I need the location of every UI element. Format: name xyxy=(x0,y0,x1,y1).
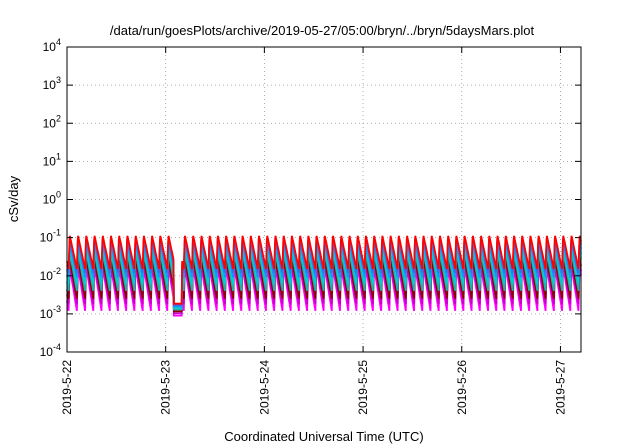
y-tick-label: 10-4 xyxy=(40,342,61,359)
x-axis-label: Coordinated Universal Time (UTC) xyxy=(224,429,423,444)
series-layer xyxy=(66,235,582,317)
y-tick-label: 103 xyxy=(43,75,61,92)
y-tick-label: 10-2 xyxy=(40,266,61,283)
series-line-7 xyxy=(66,235,582,305)
y-tick-label: 10-1 xyxy=(40,228,61,245)
x-tick-label: 2019-5-25 xyxy=(356,360,370,415)
y-axis-label: cSv/day xyxy=(6,175,21,222)
x-tick-label: 2019-5-27 xyxy=(553,360,567,415)
x-tick-label: 2019-5-26 xyxy=(455,360,469,415)
x-tick-label: 2019-5-22 xyxy=(60,360,74,415)
y-tick-label: 104 xyxy=(43,37,61,54)
y-tick-label: 100 xyxy=(43,190,61,207)
y-tick-label: 101 xyxy=(43,151,61,168)
chart-title: /data/run/goesPlots/archive/2019-05-27/0… xyxy=(110,23,535,38)
x-tick-label: 2019-5-24 xyxy=(257,360,271,415)
x-tick-label: 2019-5-23 xyxy=(159,360,173,415)
y-ticks: 10-4 10-3 10-2 10-1 100 101 102 103 104 xyxy=(40,37,581,359)
x-ticks: 2019-5-22 2019-5-23 2019-5-24 2019-5-25 2019… xyxy=(60,47,567,415)
y-tick-label: 10-3 xyxy=(40,304,61,321)
y-tick-label: 102 xyxy=(43,113,61,130)
